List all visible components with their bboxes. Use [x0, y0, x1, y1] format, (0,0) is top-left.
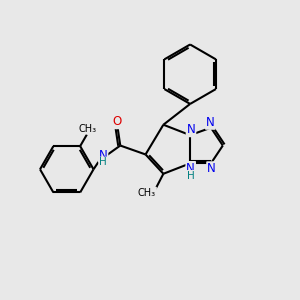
Text: N: N [187, 123, 195, 136]
Text: N: N [207, 162, 216, 175]
Text: H: H [187, 171, 195, 181]
Text: O: O [112, 115, 121, 128]
Text: CH₃: CH₃ [138, 188, 156, 197]
Text: CH₃: CH₃ [79, 124, 97, 134]
Text: N: N [206, 116, 215, 129]
Text: H: H [99, 158, 107, 167]
Text: N: N [186, 162, 195, 175]
Text: N: N [99, 148, 107, 162]
